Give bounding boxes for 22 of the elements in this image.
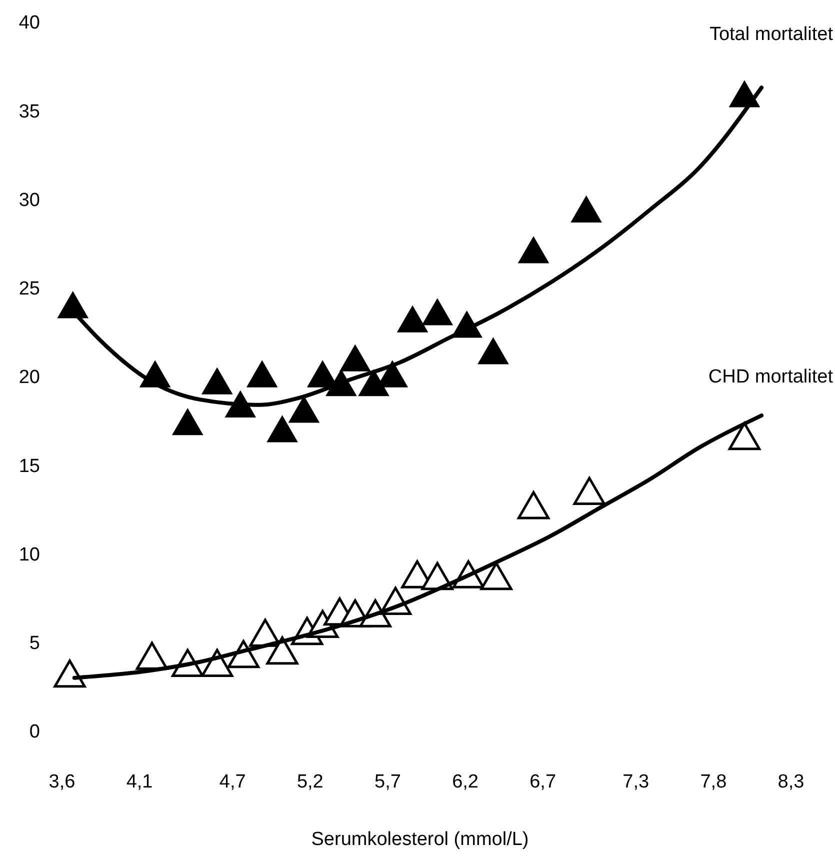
x-tick-label: 3,6: [48, 772, 76, 793]
text: CHD mortalitet: [708, 366, 834, 388]
y-tick-label: 40: [18, 12, 40, 34]
y-tick-label: 5: [29, 633, 40, 654]
y-tick-label: 20: [18, 367, 40, 388]
x-axis-title: Serumkolesterol (mmol/L): [311, 829, 529, 850]
text: Total mortalitet: [709, 24, 834, 46]
y-tick-label: 30: [18, 190, 40, 211]
y-tick-label: 10: [18, 544, 40, 566]
x-tick-label: 4,7: [219, 772, 246, 793]
x-tick-label: 5,2: [296, 772, 324, 793]
x-tick-label: 7,3: [622, 772, 650, 793]
x-tick-label: 5,7: [374, 772, 401, 793]
y-tick-label: 25: [18, 278, 40, 300]
x-tick-label: 6,2: [452, 772, 478, 793]
x-tick-label: 4,1: [126, 772, 153, 793]
y-tick-label: 15: [18, 456, 40, 477]
y-tick-label: 35: [18, 101, 40, 122]
x-tick-label: 7,8: [700, 772, 727, 793]
x-tick-label: 6,7: [530, 772, 556, 793]
y-tick-label: 0: [29, 722, 40, 743]
x-tick-label: 8,3: [778, 772, 804, 793]
